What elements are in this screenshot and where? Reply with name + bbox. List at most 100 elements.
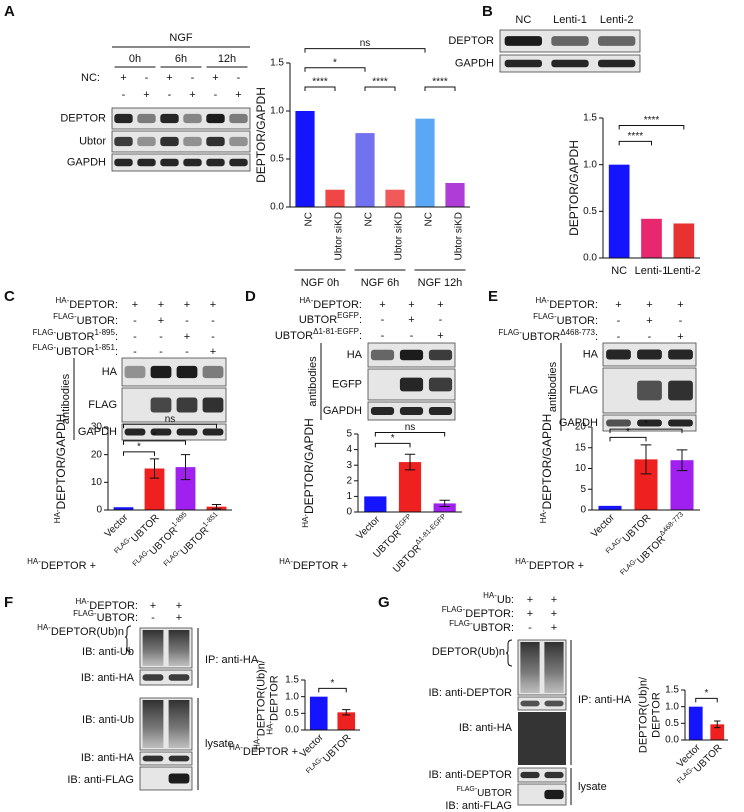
text-part: FLAG-: [533, 312, 557, 321]
significance-label: ns: [165, 414, 176, 425]
time: 12h: [218, 53, 236, 65]
significance-bracket: [695, 697, 718, 703]
text-part: FLAG-: [442, 605, 466, 614]
text-part: HA-: [539, 509, 548, 523]
band: [137, 136, 156, 147]
y-axis-label: DEPTOR/GAPDH: [567, 140, 581, 236]
panel-letter: A: [4, 3, 15, 20]
x-tick-label: Vector: [354, 514, 382, 542]
text-part: UBTOR: [621, 512, 653, 544]
text-part: :: [115, 346, 118, 358]
band-label: GAPDH: [559, 417, 598, 429]
y-axis-label: HA-DEPTOR/GAPDH: [539, 414, 554, 524]
sign: +: [408, 314, 414, 326]
band: [142, 755, 164, 762]
band: [637, 380, 662, 401]
band-label: HA: [347, 349, 363, 361]
text-part: UBTOR: [635, 534, 667, 566]
bar: [337, 712, 356, 730]
band: [183, 158, 202, 167]
bar: [295, 111, 315, 207]
text-part: DEPTOR:: [549, 299, 598, 311]
bar: [144, 468, 165, 510]
lane-label: NC: [515, 14, 531, 26]
y-axis-label: HA-DEPTOR(Ub)n/: [253, 659, 268, 750]
blot: [111, 107, 251, 130]
y-tick-label: 1: [346, 491, 352, 502]
band: [124, 428, 146, 436]
sign: -: [133, 346, 137, 358]
smear: [544, 642, 564, 693]
condition-label: HA-DEPTOR:: [300, 296, 362, 311]
text-part: UBTOR: [371, 528, 403, 560]
y-tick-label: 5: [580, 484, 586, 495]
x-tick-label: NC: [611, 265, 627, 277]
blot-label: IB: anti-HA: [81, 752, 135, 764]
blot-label: IB: anti-HA: [459, 722, 513, 734]
sign: +: [176, 600, 182, 612]
significance-label: *: [137, 442, 141, 453]
band: [168, 755, 190, 762]
text-part: Δ468-773: [658, 511, 684, 537]
text-part: UBTOR: [56, 346, 94, 358]
text-part: DEPTOR/GAPDH: [54, 414, 68, 510]
band: [142, 674, 164, 681]
band: [370, 407, 395, 415]
text-part: :: [359, 330, 362, 342]
blot-label: IB: anti-FLAG: [67, 774, 134, 786]
sign: -: [145, 72, 149, 84]
significance-bracket: [424, 86, 456, 91]
bar: [309, 696, 328, 730]
text-part: HA-: [53, 509, 62, 523]
sign: -: [439, 314, 443, 326]
band: [637, 349, 662, 360]
x-tick-label: FLAG-UBTOR1-851: [163, 511, 224, 572]
significance-label: ****: [644, 115, 660, 126]
text-part: Δ1-81-EGFP: [313, 327, 359, 336]
blot: [517, 767, 567, 783]
band: [124, 365, 146, 379]
group-label: NGF 12h: [418, 277, 463, 289]
sign: +: [189, 89, 195, 101]
error-bar: [149, 458, 160, 479]
band: [520, 771, 540, 779]
sign: -: [381, 314, 385, 326]
significance-label: ns: [360, 38, 371, 49]
lane-label: Lenti-2: [600, 14, 634, 26]
text-part: HA-: [301, 514, 310, 528]
x-tick-label: Ubtor siKD: [394, 212, 405, 260]
y-axis-label: HA-DEPTOR: [266, 675, 281, 734]
band: [114, 113, 133, 124]
panel-letter: C: [4, 288, 15, 305]
significance-bracket: [304, 48, 426, 53]
lysate-label: lysate: [578, 781, 607, 793]
band: [606, 419, 631, 427]
panel-letter: B: [482, 3, 493, 20]
significance-bracket: [374, 442, 411, 448]
blot-label: IB: anti-HA: [81, 672, 135, 684]
text-part: UBTOR: [522, 331, 560, 343]
text-part: 1-895: [171, 511, 189, 529]
blot-label: IB: anti-DEPTOR: [428, 769, 512, 781]
text-part: DEPTOR(Ub)n: [51, 626, 124, 638]
band: [598, 59, 636, 68]
text-part: Ub:: [497, 594, 514, 606]
band: [229, 136, 248, 147]
y-tick-label: 1.5: [270, 58, 284, 69]
sign: -: [214, 89, 218, 101]
y-tick-label: 0.0: [285, 725, 299, 736]
band: [114, 158, 133, 167]
significance-bracket: [123, 440, 186, 445]
condition-label: FLAG-UBTOR:: [73, 609, 138, 624]
y-tick-label: 1.5: [583, 113, 597, 124]
blot-label: IB: anti-FLAG: [445, 800, 512, 812]
sign: +: [235, 89, 241, 101]
error-bar: [342, 709, 351, 716]
text-part: DEPTOR:: [465, 608, 514, 620]
text-part: HA-: [266, 721, 275, 735]
blot-label: IB: anti-DEPTOR: [428, 687, 512, 699]
smear: [520, 642, 540, 693]
text-part: HA-: [483, 591, 497, 600]
significance-bracket: [123, 423, 217, 429]
